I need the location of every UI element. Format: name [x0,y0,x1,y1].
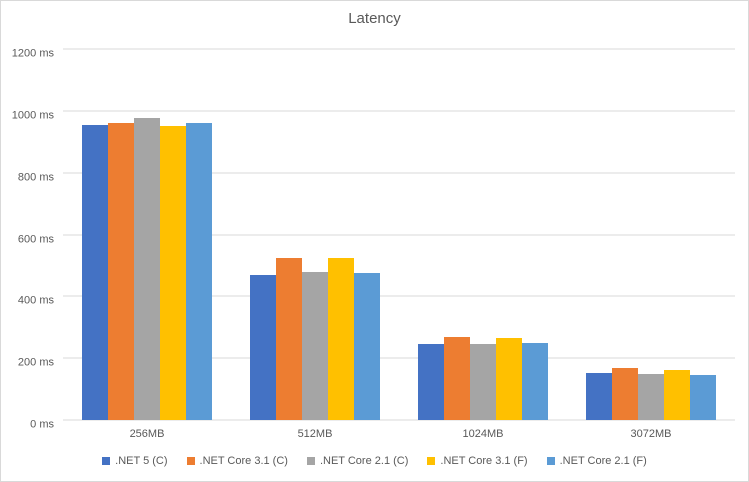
legend-item: .NET Core 2.1 (C) [306,455,409,467]
x-tick-label: 256MB [129,428,165,440]
legend-label: .NET 5 (C) [115,455,168,467]
gridline [63,234,735,235]
legend-item: .NET Core 3.1 (F) [427,455,528,467]
bar-group-3072mb [567,49,735,420]
bar [160,126,186,420]
bar-group-1024mb [399,49,567,420]
legend-item: .NET Core 2.1 (F) [546,455,647,467]
bar [496,337,522,420]
y-tick-label: 1000 ms [11,109,54,122]
y-tick-label: 800 ms [17,171,54,184]
legend-label: .NET Core 2.1 (F) [559,455,647,467]
plot-area [63,48,735,421]
bar-groups [63,49,735,420]
bar-group-256mb [63,49,231,420]
legend-swatch-icon [427,457,436,465]
x-tick-label: 512MB [297,428,333,440]
x-tick-label: 1024MB [462,428,504,440]
bar [664,369,690,420]
y-tick-label: 1200 ms [11,47,54,60]
chart-title: Latency [348,10,401,27]
legend-swatch-icon [306,457,315,465]
y-axis-labels: 0 ms 200 ms 400 ms 600 ms 800 ms 1000 ms 1200 … [1,47,54,430]
bar [276,257,302,420]
bar [690,374,716,420]
legend-label: .NET Core 2.1 (C) [319,455,409,467]
legend-swatch-icon [186,457,195,465]
bar [134,117,160,420]
y-tick-label: 0 ms [30,418,54,431]
legend-item: .NET Core 3.1 (C) [186,455,288,467]
bar [522,343,548,420]
bar [302,272,328,420]
bar [328,258,354,420]
bar [82,124,108,420]
legend-label: .NET Core 3.1 (C) [199,455,288,467]
gridline [63,357,735,359]
bar [250,274,276,420]
legend-label: .NET Core 3.1 (F) [440,455,528,467]
x-axis-labels: 256MB 512MB 1024MB 3072MB [63,428,735,440]
bar [354,272,380,420]
y-tick-label: 600 ms [17,233,54,245]
bar-group-512mb [231,49,399,420]
legend-swatch-icon [102,457,111,465]
bar [418,344,444,420]
gridline [63,110,735,112]
bar [444,336,470,420]
bar [638,374,664,420]
bar [612,368,638,420]
gridline [63,172,735,174]
y-tick-label: 200 ms [17,356,54,369]
gridline [63,295,735,297]
bar [108,123,134,420]
x-tick-label: 3072MB [630,428,672,440]
gridline [63,48,735,50]
bar [186,123,212,420]
y-tick-label: 400 ms [17,294,54,307]
bar [586,373,612,420]
bar [470,344,496,420]
legend-item: .NET 5 (C) [102,455,168,467]
gridline [63,419,735,421]
legend: .NET 5 (C) .NET Core 3.1 (C) .NET Core 2.1… [1,455,748,467]
legend-swatch-icon [546,457,555,465]
